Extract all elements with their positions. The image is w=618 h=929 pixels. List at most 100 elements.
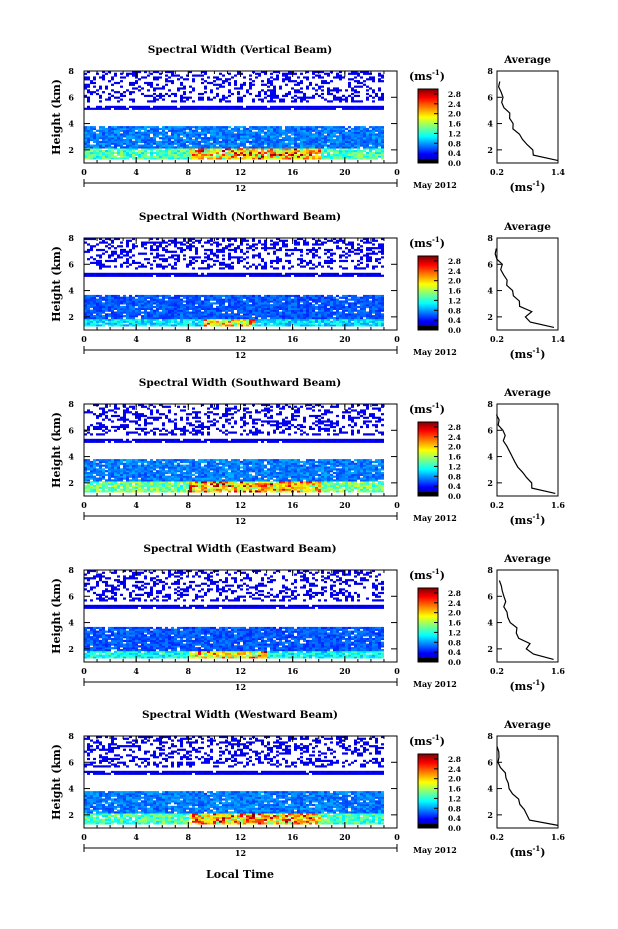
heatmap-cell: [114, 302, 117, 305]
heatmap-cell: [336, 302, 339, 305]
heatmap-cell: [324, 241, 327, 244]
heatmap-cell: [339, 265, 342, 268]
heatmap-cell: [138, 146, 141, 149]
heatmap-cell: [339, 70, 342, 74]
heatmap-cell: [252, 157, 255, 160]
heatmap-cell: [228, 150, 231, 153]
heatmap-cell: [351, 259, 354, 263]
heatmap-cell: [87, 324, 90, 327]
heatmap-cell: [192, 129, 195, 132]
heatmap-cell: [114, 135, 117, 138]
heatmap-cell: [210, 304, 213, 307]
heatmap-cell: [264, 322, 267, 325]
heatmap-cell: [84, 237, 87, 241]
heatmap-cell: [117, 296, 120, 299]
average-y-tick-label: 2: [487, 145, 493, 155]
heatmap-cell: [213, 309, 216, 312]
heatmap-cell: [312, 272, 315, 275]
heatmap-cell: [129, 127, 132, 131]
heatmap-cell: [237, 258, 240, 261]
heatmap-cell: [177, 131, 180, 134]
heatmap-cell: [159, 144, 162, 147]
heatmap-cell: [138, 126, 141, 129]
heatmap-cell: [366, 241, 369, 244]
heatmap-cell: [348, 135, 351, 138]
heatmap-cell: [219, 78, 222, 81]
heatmap-cell: [381, 142, 384, 145]
heatmap-cell: [135, 148, 138, 151]
heatmap-cell: [306, 305, 309, 309]
heatmap-cell: [255, 133, 258, 136]
heatmap-cell: [132, 126, 135, 129]
heatmap-cell: [84, 315, 87, 318]
heatmap-cell: [162, 129, 165, 132]
heatmap-cell: [123, 129, 126, 132]
heatmap-cell: [138, 131, 141, 134]
heatmap-cell: [339, 322, 342, 325]
heatmap-cell: [381, 137, 384, 140]
heatmap-cell: [375, 324, 378, 327]
heatmap-cell: [129, 272, 132, 275]
heatmap-cell: [327, 135, 330, 138]
heatmap-cell: [87, 272, 90, 275]
heatmap-cell: [183, 144, 186, 147]
heatmap-cell: [162, 135, 165, 138]
heatmap-cell: [138, 252, 141, 255]
heatmap-cell: [240, 250, 243, 253]
heatmap-cell: [282, 74, 285, 77]
heatmap-cell: [117, 313, 120, 316]
heatmap-cell: [252, 309, 255, 312]
heatmap-cell: [339, 144, 342, 147]
heatmap-cell: [132, 151, 135, 154]
heatmap-cell: [258, 304, 261, 307]
heatmap-cell: [270, 304, 273, 307]
heatmap-cell: [366, 89, 369, 92]
heatmap-cell: [228, 239, 231, 242]
heatmap-cell: [180, 150, 183, 153]
heatmap-cell: [84, 304, 87, 307]
heatmap-cell: [234, 144, 237, 147]
heatmap-cell: [288, 76, 291, 79]
heatmap-cell: [120, 318, 123, 321]
heatmap-cell: [150, 151, 153, 154]
heatmap-cell: [261, 148, 264, 151]
heatmap-cell: [201, 259, 204, 263]
heatmap-cell: [315, 298, 318, 301]
heatmap-cell: [87, 313, 90, 316]
heatmap-cell: [129, 135, 132, 138]
heatmap-cell: [354, 324, 357, 327]
heatmap-cell: [345, 144, 348, 147]
heatmap-cell: [366, 317, 369, 320]
heatmap-cell: [219, 85, 222, 88]
heatmap-cell: [354, 151, 357, 154]
heatmap-cell: [192, 300, 195, 303]
heatmap-cell: [351, 100, 354, 103]
heatmap-cell: [126, 309, 129, 312]
heatmap-cell: [168, 272, 171, 275]
heatmap-cell: [303, 76, 306, 79]
heatmap-cell: [183, 92, 186, 96]
heatmap-cell: [255, 140, 258, 143]
heatmap-cell: [96, 320, 99, 323]
heatmap-cell: [366, 151, 369, 154]
heatmap-cell: [132, 322, 135, 325]
heatmap-cell: [348, 298, 351, 301]
heatmap-cell: [210, 126, 213, 129]
heatmap-cell: [306, 87, 309, 90]
heatmap-cell: [261, 70, 264, 74]
heatmap-cell: [204, 135, 207, 138]
heatmap-cell: [126, 148, 129, 151]
heatmap-cell: [291, 126, 294, 129]
heatmap-cell: [198, 294, 201, 298]
heatmap-cell: [246, 148, 249, 151]
heatmap-cell: [183, 131, 186, 134]
heatmap-cell: [135, 315, 138, 318]
heatmap-cell: [210, 150, 213, 153]
heatmap-cell: [297, 300, 300, 303]
heatmap-cell: [330, 296, 333, 299]
heatmap-cell: [186, 78, 189, 81]
heatmap-cell: [276, 74, 279, 77]
heatmap-cell: [366, 324, 369, 327]
heatmap-cell: [150, 138, 153, 142]
heatmap-cell: [327, 153, 330, 156]
